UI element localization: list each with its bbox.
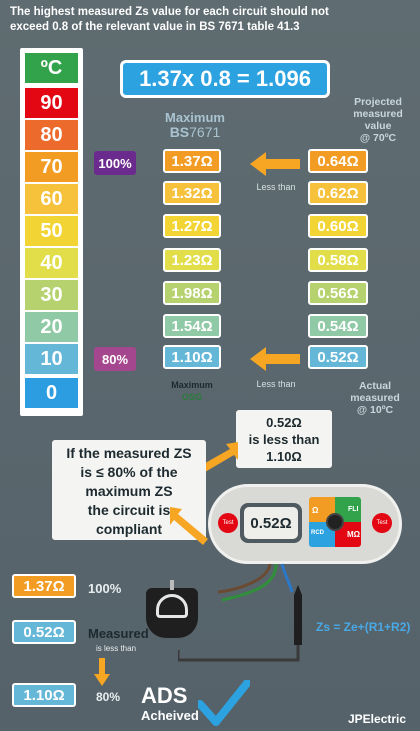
ads-word: ADS — [141, 683, 188, 708]
measured-value-box: 0.62Ω — [308, 181, 368, 205]
title-line-2: exceed 0.8 of the relevant value in BS 7… — [10, 21, 300, 33]
less-than-label: Less than — [256, 182, 296, 192]
title: The highest measured Zs value for each c… — [10, 5, 410, 35]
scale-cell-40: 40 — [25, 248, 78, 278]
is-less-than: is less than — [96, 644, 137, 653]
projected-label-line-4: @ 70ºC — [359, 132, 397, 144]
scale-cell-50: 50 — [25, 216, 78, 246]
measured-value-box: 0.64Ω — [308, 149, 368, 173]
tester-display: 0.52Ω — [244, 507, 298, 539]
max-value-box: 1.98Ω — [163, 281, 221, 305]
badge-100: 100% — [94, 151, 136, 175]
zs-formula: Zs = Ze+(R1+R2) — [316, 620, 411, 634]
max-osg-line-1: Maximum — [171, 380, 213, 390]
max-value-box: 1.32Ω — [163, 181, 221, 205]
measured-value-box: 0.52Ω — [308, 345, 368, 369]
scale-cell-70: 70 — [25, 152, 78, 182]
callout-right: 0.52Ω is less than 1.10Ω — [236, 410, 332, 468]
probe-icon — [294, 585, 302, 645]
title-line-1: The highest measured Zs value for each c… — [10, 6, 329, 18]
brand-logo: JPElectric — [348, 712, 407, 726]
bottom-value-1: 1.37Ω — [12, 574, 76, 598]
dial-mohm: MΩ — [335, 522, 361, 547]
callout-left: If the measured ZS is ≤ 80% of the maxim… — [52, 440, 206, 540]
callout-left-line-3: maximum ZS — [85, 483, 173, 499]
scale-cell-60: 60 — [25, 184, 78, 214]
arrow-down-icon — [94, 658, 110, 686]
scale-cell-90: 90 — [25, 88, 78, 118]
plug-icon — [146, 580, 198, 644]
bs-number: 7671 — [189, 124, 221, 140]
tester-body: Test Test 0.52Ω Ω FLI RCD MΩ — [208, 484, 402, 564]
projected-label: Projected measured value @ 70ºC — [340, 96, 416, 144]
arrow-left-icon — [250, 347, 300, 371]
badge-80: 80% — [94, 347, 136, 371]
scale-cell-10: 10 — [25, 344, 78, 374]
test-button-right[interactable]: Test — [372, 513, 392, 533]
ads-sub: Acheived — [141, 708, 199, 723]
max-header-line-1: Maximum — [165, 110, 225, 125]
actual-label: Actual measured @ 10ºC — [340, 380, 410, 416]
callout-left-line-1: If the measured ZS — [66, 445, 192, 461]
max-osg-label: Maximum OSG — [162, 379, 222, 403]
measured-value-box: 0.54Ω — [308, 314, 368, 338]
actual-label-line-2: measured — [350, 392, 400, 404]
scale-cell-20: 20 — [25, 312, 78, 342]
tester-screen-bezel: 0.52Ω — [240, 503, 302, 543]
callout-left-line-4: the circuit is — [87, 502, 171, 518]
bs-text: BS — [169, 124, 190, 140]
formula-box: 1.37x 0.8 = 1.096 — [120, 60, 330, 98]
scale-cell-80: 80 — [25, 120, 78, 150]
temperature-scale: ºC 90 80 70 60 50 40 30 20 10 0 — [20, 48, 83, 416]
callout-right-line-1: 0.52Ω — [266, 415, 302, 430]
projected-label-line-2: measured — [353, 108, 403, 120]
bottom-pct-3: 80% — [96, 690, 121, 704]
test-button-left[interactable]: Test — [218, 513, 238, 533]
projected-label-line-3: value — [364, 120, 392, 132]
callout-left-line-2: is ≤ 80% of the — [80, 464, 178, 480]
actual-label-line-3: @ 10ºC — [356, 404, 394, 416]
bottom-pct-1: 100% — [88, 581, 122, 596]
callout-right-line-3: 1.10Ω — [266, 449, 302, 464]
actual-label-line-1: Actual — [358, 380, 392, 392]
tester-dial-panel: Ω FLI RCD MΩ — [309, 497, 361, 547]
measured-word: Measured — [88, 626, 149, 641]
max-header-line-2: BS7671 — [150, 125, 240, 139]
callout-right-line-2: is less than — [248, 432, 320, 447]
measured-value-box: 0.56Ω — [308, 281, 368, 305]
arrow-up-right-icon — [200, 442, 238, 472]
measured-value-box: 0.60Ω — [308, 214, 368, 238]
rotary-knob[interactable] — [326, 513, 344, 531]
bottom-value-3: 1.10Ω — [12, 683, 76, 707]
scale-cell-30: 30 — [25, 280, 78, 310]
max-value-box: 1.27Ω — [163, 214, 221, 238]
max-value-box: 1.10Ω — [163, 345, 221, 369]
scale-unit: ºC — [25, 53, 78, 83]
measured-value-box: 0.58Ω — [308, 248, 368, 272]
max-header: Maximum BS7671 — [150, 110, 240, 140]
less-than-label: Less than — [256, 379, 296, 389]
max-value-box: 1.23Ω — [163, 248, 221, 272]
max-value-box: 1.37Ω — [163, 149, 221, 173]
arrow-left-icon — [250, 152, 300, 176]
max-osg-line-2: OSG — [181, 392, 202, 402]
projected-label-line-1: Projected — [354, 96, 402, 108]
checkmark-icon — [198, 680, 250, 726]
arrow-down-right-icon — [170, 507, 208, 545]
scale-cell-0: 0 — [25, 378, 78, 408]
bottom-value-2: 0.52Ω — [12, 620, 76, 644]
callout-left-line-5: compliant — [95, 521, 163, 537]
max-value-box: 1.54Ω — [163, 314, 221, 338]
